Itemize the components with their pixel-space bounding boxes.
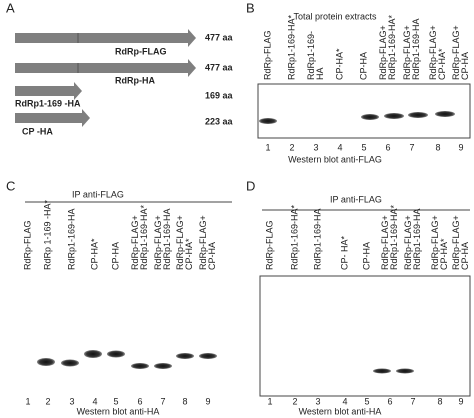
lane-number: 5 [364,396,369,406]
lane-header: RdRp-FLAG+ [430,215,440,270]
lane-header: RdRp-FLAG+ [451,215,461,270]
lane-number: 4 [92,396,97,406]
lane-number: 9 [205,396,210,406]
lane-header: CP-HA [460,242,470,270]
lane-header: RdRp-FLAG+ [380,215,390,270]
lane-number: 1 [25,396,30,406]
lane-header: RdRp-FLAG+ [130,215,140,270]
bands [37,111,455,374]
lane-header: CP-HA [460,52,470,80]
lane-header: RdRp1-169-HA [312,208,322,270]
lane-header: CP-HA [110,242,120,270]
lane-number: 3 [69,396,74,406]
blot-footer: Western blot anti-HA [77,406,160,416]
construct-length: 477 aa [205,32,234,42]
lane-header: RdRp-FLAG+ [378,25,388,80]
lane-header: RdRp1-169-HA* [289,204,299,270]
lane-number: 7 [410,396,415,406]
lane-number: 5 [361,142,366,152]
panel-title: Total protein extracts [293,11,377,21]
blot-footer: Western blot anti-FLAG [288,154,382,164]
construct-length: 169 aa [205,90,234,100]
panel-label: D [246,178,255,193]
lane-header: RdRp1-169-HA [411,18,421,80]
lane-number: 7 [409,142,414,152]
lane-number: 2 [292,396,297,406]
lane-header: RdRp1-169-HA [66,208,76,270]
lane-header: RdRp 1-169 -HA* [42,199,52,270]
panel-label: B [246,0,255,15]
lane-header: RdRp1-169-HA* [139,204,149,270]
lane-number: 6 [137,396,142,406]
lane-number: 3 [313,142,318,152]
lane-number: 8 [437,396,442,406]
lane-header: RdRp-FLAG+ [198,215,208,270]
lane-header: CP-HA* [334,48,344,80]
lane-number: 5 [113,396,118,406]
lane-number: 6 [387,396,392,406]
panel-title: IP anti-FLAG [72,189,124,199]
lane-header: CP-HA* [439,238,449,270]
lane-number: 2 [289,142,294,152]
lane-header: RdRp1-169-HA [162,208,172,270]
blot-footer: Western blot anti-HA [299,406,382,416]
construct-name: RdRp1-169 -HA [15,98,81,108]
lane-header: RdRp-FLAG+ [428,25,438,80]
lane-header: CP- HA* [339,235,349,270]
lane-number: 8 [182,396,187,406]
construct-name: RdRp-HA [115,75,155,85]
lane-header: CP-HA* [89,238,99,270]
lane-header: RdRp1-169-HA* [387,14,397,80]
lane-header: RdRp-FLAG+ [175,215,185,270]
lane-number: 8 [435,142,440,152]
lane-number: 1 [265,142,270,152]
lane-header: CP-HA [358,52,368,80]
lane-header: RdRp1-169- [306,31,316,80]
lane-header: RdRp1-169-HA* [389,204,399,270]
lane-number: 9 [458,396,463,406]
lane-header: RdRp-FLAG+ [451,25,461,80]
lane-header: CP-HA* [184,238,194,270]
lane-number: 4 [337,142,342,152]
lane-header: CP-HA* [437,48,447,80]
lane-header: RdRp-FLAG [264,220,274,270]
panel-title: IP anti-FLAG [330,194,382,204]
lane-header: RdRp1-169-HA* [286,14,296,80]
construct-arrows [15,29,196,127]
construct-name: RdRp-FLAG [115,46,167,56]
lane-number: 2 [45,396,50,406]
gel-b [257,83,471,139]
lane-header: CP-HA [207,242,217,270]
lane-number: 6 [385,142,390,152]
lane-number: 3 [315,396,320,406]
lane-header: HA [315,67,325,80]
panel-label: C [6,178,15,193]
lane-number: 7 [160,396,165,406]
lane-number: 4 [342,396,347,406]
lane-header: RdRp1-169-HA [412,208,422,270]
lane-header: RdRp-FLAG+ [403,215,413,270]
gel-d [259,275,471,397]
panel-label: A [6,0,15,15]
construct-length: 477 aa [205,62,234,72]
lane-header: RdRp-FLAG [262,30,272,80]
lane-header: CP-HA [361,242,371,270]
lane-header: RdRp-FLAG [22,220,32,270]
construct-name: CP -HA [22,126,53,136]
lane-number: 1 [267,396,272,406]
lane-header: RdRp-FLAG+ [402,25,412,80]
construct-length: 223 aa [205,116,234,126]
lane-number: 9 [458,142,463,152]
lane-header: RdRp-FLAG+ [153,215,163,270]
